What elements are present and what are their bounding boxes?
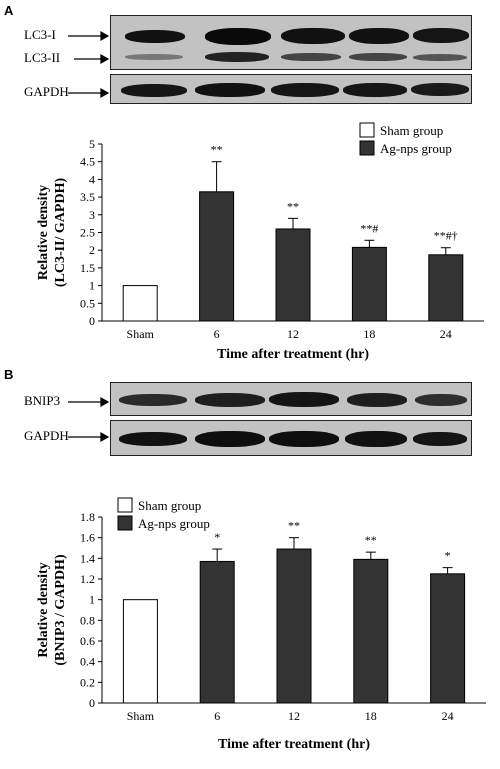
blot-label-bnip3: BNIP3: [24, 393, 61, 408]
x-tick-label: 24: [440, 327, 452, 341]
y-tick-label: 0.6: [80, 634, 95, 648]
bar-agnps-6: [199, 560, 235, 704]
bar-chart-lc3: 0 0.5 1 1.5 2 2.5 3 3.5 4 4.5 5 Sham ** 6 ** 12 **# 18 **#…: [36, 122, 484, 362]
y-tick-label: 1.5: [80, 261, 95, 275]
legend-swatch-agnps: [359, 140, 375, 156]
significance-marker: *: [214, 530, 220, 544]
significance-marker: **: [288, 519, 300, 533]
significance-marker: **: [287, 199, 299, 213]
x-tick-label: 18: [363, 327, 375, 341]
legend-label-agnps: Ag-nps group: [138, 516, 210, 531]
panel-b-letter: B: [4, 367, 14, 382]
y-tick-label: 0.5: [80, 296, 95, 310]
blot-label-lc3-ii: LC3-II: [24, 50, 61, 65]
x-tick-label: Sham: [127, 327, 155, 341]
x-axis-label: Time after treatment (hr): [217, 347, 369, 362]
x-tick-label: 6: [214, 709, 220, 723]
blot-arrows-a: [68, 30, 110, 99]
legend-swatch-agnps: [117, 515, 133, 531]
bar-agnps-6: [199, 191, 235, 322]
y-tick-label: 3.5: [80, 190, 95, 204]
blot-label-gapdh-a: GAPDH: [24, 84, 69, 99]
y-tick-label: 2.5: [80, 226, 95, 240]
y-tick-label: 4.5: [80, 155, 95, 169]
significance-marker: **: [365, 533, 377, 547]
western-blot-lc3: [110, 15, 472, 70]
western-blot-bnip3: [110, 382, 472, 416]
significance-marker: **#†: [434, 229, 458, 243]
legend-swatch-sham: [359, 122, 375, 138]
legend-swatch-sham: [117, 497, 133, 513]
y-tick-label: 0.4: [80, 655, 95, 669]
legend-label-sham: Sham group: [380, 123, 443, 138]
y-tick-label: 1: [89, 279, 95, 293]
y-axis-label-line2: (LC3-II/ GAPDH): [53, 178, 68, 288]
y-tick-label: 0.8: [80, 613, 95, 627]
panel-a-letter: A: [4, 3, 14, 18]
x-tick-label: 12: [287, 327, 299, 341]
x-axis-label: Time after treatment (hr): [218, 737, 370, 752]
x-tick-label: 18: [365, 709, 377, 723]
x-tick-label: Sham: [127, 709, 155, 723]
legend-label-agnps: Ag-nps group: [380, 141, 452, 156]
y-axis-label-line1: Relative density: [36, 185, 51, 280]
blot-label-lc3-i: LC3-I: [24, 27, 56, 42]
blot-arrows-b: [68, 396, 110, 443]
y-tick-label: 1.2: [80, 572, 95, 586]
western-blot-gapdh-a: [110, 74, 472, 104]
y-tick-label: 4: [89, 172, 95, 186]
x-tick-label: 12: [288, 709, 300, 723]
y-tick-label: 2: [89, 243, 95, 257]
y-tick-label: 1.8: [80, 510, 95, 524]
western-blot-gapdh-b: [110, 420, 472, 456]
x-tick-label: 24: [442, 709, 454, 723]
blot-label-gapdh-b: GAPDH: [24, 428, 69, 443]
y-tick-label: 1.4: [80, 551, 95, 565]
significance-marker: **: [211, 143, 223, 157]
y-axis-label-line1: Relative density: [36, 562, 51, 657]
y-tick-label: 5: [89, 137, 95, 151]
bar-agnps-18: [351, 246, 387, 322]
significance-marker: **#: [360, 221, 378, 235]
bar-agnps-18: [353, 558, 389, 704]
legend-label-sham: Sham group: [138, 498, 201, 513]
bar-agnps-24: [428, 254, 464, 322]
bar-agnps-12: [276, 548, 312, 704]
significance-marker: *: [445, 549, 451, 563]
y-tick-label: 1.6: [80, 531, 95, 545]
y-tick-label: 0: [89, 696, 95, 710]
y-tick-label: 0: [89, 314, 95, 328]
y-tick-label: 3: [89, 208, 95, 222]
y-tick-label: 0.2: [80, 675, 95, 689]
y-axis-label-line2: (BNIP3 / GAPDH): [53, 554, 68, 666]
y-tick-label: 1: [89, 593, 95, 607]
bar-chart-bnip3: 0 0.2 0.4 0.6 0.8 1 1.2 1.4 1.6 1.8 Sham * 6 ** 12 ** 18…: [36, 497, 486, 752]
bar-sham: [122, 285, 158, 322]
bar-agnps-12: [275, 228, 311, 322]
bar-sham: [122, 599, 158, 704]
x-tick-label: 6: [214, 327, 220, 341]
bar-agnps-24: [430, 573, 466, 704]
